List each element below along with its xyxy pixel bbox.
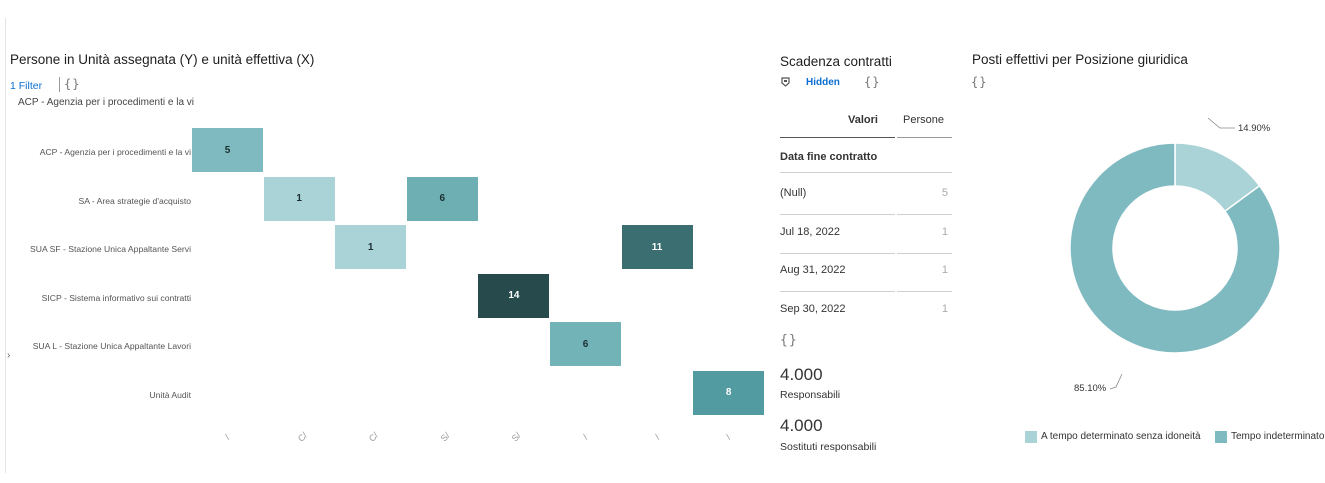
x-axis-tick: / (724, 432, 733, 442)
heatmap-cell[interactable]: 8 (693, 370, 765, 415)
donut-slice[interactable] (1069, 142, 1281, 354)
y-axis-label: SICP - Sistema informativo sui contratti (41, 292, 191, 303)
variables-icon[interactable]: {} (780, 333, 798, 348)
side-handle[interactable]: › (7, 350, 11, 361)
table-row-value[interactable]: 1 (941, 264, 948, 276)
heatmap-cell[interactable]: 5 (192, 128, 263, 172)
hidden-link[interactable]: Hidden (806, 77, 840, 88)
x-axis-tick: / (222, 432, 232, 442)
row-separator (780, 172, 952, 173)
y-axis-label: ACP - Agenzia per i procedimenti e la vi (39, 147, 191, 157)
table-row-label[interactable]: Jul 18, 2022 (780, 225, 840, 238)
leader-line (1207, 117, 1235, 129)
table-row-label[interactable]: (Null) (780, 187, 807, 199)
x-axis-tick: C/ (295, 430, 309, 444)
y-axis-label: SUA SF - Stazione Unica Appaltante Servi (30, 244, 191, 254)
heatmap-cell[interactable]: 14 (478, 273, 550, 318)
filter-separator (59, 77, 60, 92)
heatmap-cell[interactable]: 1 (335, 225, 407, 269)
donut-chart[interactable] (1060, 98, 1290, 398)
table-row-label[interactable]: Sep 30, 2022 (780, 302, 846, 315)
variables-icon[interactable]: {} (64, 77, 81, 91)
row-separator (780, 252, 895, 254)
panel-left-border (5, 18, 6, 473)
x-axis-tick: C/ (366, 430, 381, 444)
kpi-responsabili-label: Responsabili (780, 389, 841, 401)
row-separator (897, 291, 952, 292)
legend-swatch-determinato (1025, 431, 1037, 443)
x-axis-tick: S/ (438, 430, 452, 444)
heatmap-cell[interactable]: 1 (263, 176, 335, 221)
leader-line (1109, 373, 1123, 390)
legend-label-indeterminato[interactable]: Tempo indeterminato (1231, 431, 1325, 442)
table-row-value[interactable]: 1 (941, 302, 948, 315)
slice-label-determinato: 14.90% (1238, 123, 1271, 134)
donut-title: Posti effettivi per Posizione giuridica (972, 52, 1188, 67)
heatmap-cell[interactable]: 6 (550, 322, 621, 366)
heatmap-cell[interactable]: 11 (621, 225, 693, 269)
kpi-sostituti-value: 4.000 (780, 416, 823, 435)
legend-swatch-indeterminato (1215, 431, 1227, 443)
x-axis-tick: / (652, 432, 662, 442)
column-header-persone[interactable]: Persone (903, 114, 944, 126)
variables-icon[interactable]: {} (971, 75, 988, 89)
y-axis-label: SUA L - Stazione Unica Appaltante Lavori (32, 341, 191, 351)
row-separator (897, 214, 952, 215)
heatmap-cell[interactable]: 6 (406, 176, 478, 221)
table-row-value[interactable]: 5 (941, 187, 948, 199)
x-axis-tick: S/ (510, 430, 524, 444)
column-header-valori[interactable]: Valori (848, 114, 878, 126)
kpi-responsabili-value: 4.000 (780, 365, 823, 384)
filter-link[interactable]: 1 Filter (10, 80, 43, 92)
legend-label-determinato[interactable]: A tempo determinato senza idoneità (1041, 431, 1201, 442)
row-separator (897, 252, 952, 254)
heatmap-subtitle: ACP - Agenzia per i procedimenti e la vi (18, 97, 195, 108)
header-underline (897, 137, 952, 138)
row-separator (780, 291, 895, 292)
table-row-label[interactable]: Aug 31, 2022 (780, 264, 846, 276)
kpi-sostituti-label: Sostituti responsabili (780, 441, 877, 453)
y-axis-label: Unità Audit (149, 389, 191, 400)
variables-icon[interactable]: {} (864, 75, 881, 89)
table-row-value[interactable]: 1 (941, 225, 948, 238)
row-separator (780, 214, 895, 215)
header-underline (780, 137, 895, 138)
y-axis-label: SA - Area strategie d'acquisto (78, 195, 191, 206)
x-axis-tick: / (580, 432, 590, 442)
hidden-icon (781, 77, 790, 87)
heatmap-title: Persone in Unità assegnata (Y) e unità e… (10, 52, 315, 67)
slice-label-indeterminato: 85.10% (1074, 383, 1107, 394)
contracts-title: Scadenza contratti (780, 54, 892, 69)
row-header-data-fine-contratto[interactable]: Data fine contratto (780, 151, 878, 163)
